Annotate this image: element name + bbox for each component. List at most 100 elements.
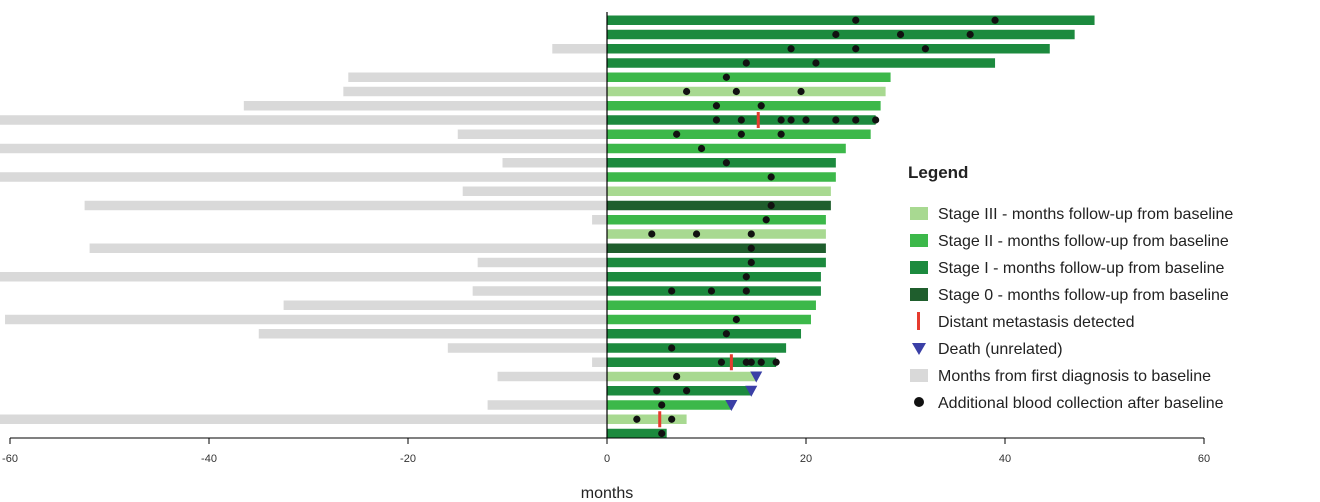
patient-row — [348, 72, 891, 82]
blood-collection-dot — [812, 59, 820, 67]
death-marker — [745, 385, 758, 397]
diagnosis-bar — [552, 44, 607, 54]
diagnosis-bar — [0, 172, 608, 182]
followup-bar — [607, 300, 816, 310]
followup-bar — [607, 72, 891, 82]
patient-row — [0, 411, 687, 428]
followup-bar — [607, 414, 687, 424]
followup-bar — [607, 343, 787, 353]
blood-collection-dot — [921, 45, 930, 53]
diagnosis-bar — [243, 101, 607, 111]
blood-collection-dot — [648, 230, 656, 238]
metastasis-marker — [658, 411, 662, 428]
blood-collection-dot — [673, 130, 681, 138]
bars-layer — [0, 15, 1095, 439]
legend-swatch — [910, 369, 928, 382]
blood-collection-dot — [668, 287, 676, 295]
followup-bar — [607, 257, 826, 268]
diagnosis-bar — [89, 243, 608, 253]
blood-collection-dot — [757, 102, 765, 110]
legend-item-metastasis: Distant metastasis detected — [917, 312, 1135, 331]
legend-label: Additional blood collection after baseli… — [938, 395, 1224, 412]
blood-collection-dot — [802, 116, 810, 124]
blood-collection-dot — [717, 358, 726, 366]
blood-collection-dot — [852, 45, 860, 53]
blood-collection-dot — [668, 415, 676, 423]
blood-collection-dot — [683, 387, 691, 395]
legend-swatch — [910, 234, 928, 247]
diagnosis-bar — [0, 272, 607, 282]
x-tick-label: -40 — [201, 453, 217, 465]
diagnosis-bar — [343, 86, 607, 97]
blood-collection-dot — [852, 16, 860, 24]
blood-collection-dot — [777, 130, 785, 138]
blood-collection-dot — [757, 358, 765, 366]
death-marker — [725, 400, 738, 411]
followup-bar — [607, 243, 826, 253]
patient-row — [502, 158, 836, 168]
followup-bar — [607, 329, 802, 339]
blood-collection-dot — [762, 216, 770, 224]
blood-collection-dot — [658, 401, 666, 409]
legend-label: Distant metastasis detected — [938, 314, 1135, 331]
legend-item-stage3: Stage III - months follow-up from baseli… — [910, 206, 1233, 223]
diagnosis-bar — [457, 129, 607, 139]
x-tick-label: -20 — [400, 453, 416, 465]
legend-label: Stage III - months follow-up from baseli… — [938, 206, 1233, 223]
followup-bar — [607, 158, 836, 168]
death-marker — [750, 371, 763, 383]
patient-row — [243, 101, 881, 111]
diagnosis-bar — [283, 300, 607, 310]
followup-bar — [607, 229, 826, 239]
blood-collection-dot — [712, 116, 721, 124]
legend-swatch — [910, 261, 928, 274]
patient-row — [5, 314, 811, 325]
x-tick-label: 0 — [604, 453, 610, 465]
x-tick-label: 60 — [1198, 453, 1210, 465]
followup-bar — [607, 58, 996, 68]
patient-row — [0, 112, 880, 128]
followup-bar — [607, 29, 1075, 40]
legend-label: Stage II - months follow-up from baselin… — [938, 233, 1229, 250]
legend-item-blood: Additional blood collection after baseli… — [914, 395, 1224, 412]
x-tick-label: -60 — [2, 453, 18, 465]
blood-collection-dot — [777, 116, 785, 124]
blood-collection-dot — [653, 387, 661, 395]
followup-bar — [607, 428, 667, 439]
blood-collection-dot — [747, 230, 755, 238]
diagnosis-bar — [592, 215, 607, 225]
patient-row — [607, 229, 826, 239]
followup-bar — [607, 215, 826, 225]
patient-row — [487, 400, 738, 411]
patient-row — [84, 200, 831, 211]
legend-swatch — [914, 397, 924, 407]
patient-row — [607, 385, 758, 397]
patient-row — [592, 354, 780, 371]
blood-collection-dot — [832, 30, 840, 39]
blood-collection-dot — [742, 358, 750, 366]
followup-bar — [607, 186, 831, 196]
legend-item-death: Death (unrelated) — [912, 341, 1063, 358]
legend-swatch — [910, 288, 928, 301]
blood-collection-dot — [668, 344, 676, 352]
legend-item-stage0: Stage 0 - months follow-up from baseline — [910, 287, 1229, 304]
diagnosis-bar — [0, 143, 607, 154]
patient-row — [447, 343, 787, 353]
diagnosis-bar — [472, 286, 607, 296]
followup-bar — [607, 101, 881, 111]
legend-swatch — [912, 343, 926, 355]
blood-collection-dot — [732, 87, 740, 96]
blood-collection-dot — [966, 30, 974, 39]
patient-row — [89, 243, 826, 253]
blood-collection-dot — [747, 258, 755, 267]
followup-bar — [607, 143, 846, 154]
diagnosis-bar — [497, 371, 607, 382]
diagnosis-bar — [84, 200, 607, 211]
followup-bar — [607, 86, 886, 97]
blood-collection-dot — [712, 102, 721, 110]
blood-collection-dot — [707, 287, 716, 295]
patient-row — [258, 329, 802, 339]
blood-collection-dot — [832, 116, 840, 124]
patient-row — [0, 272, 821, 282]
